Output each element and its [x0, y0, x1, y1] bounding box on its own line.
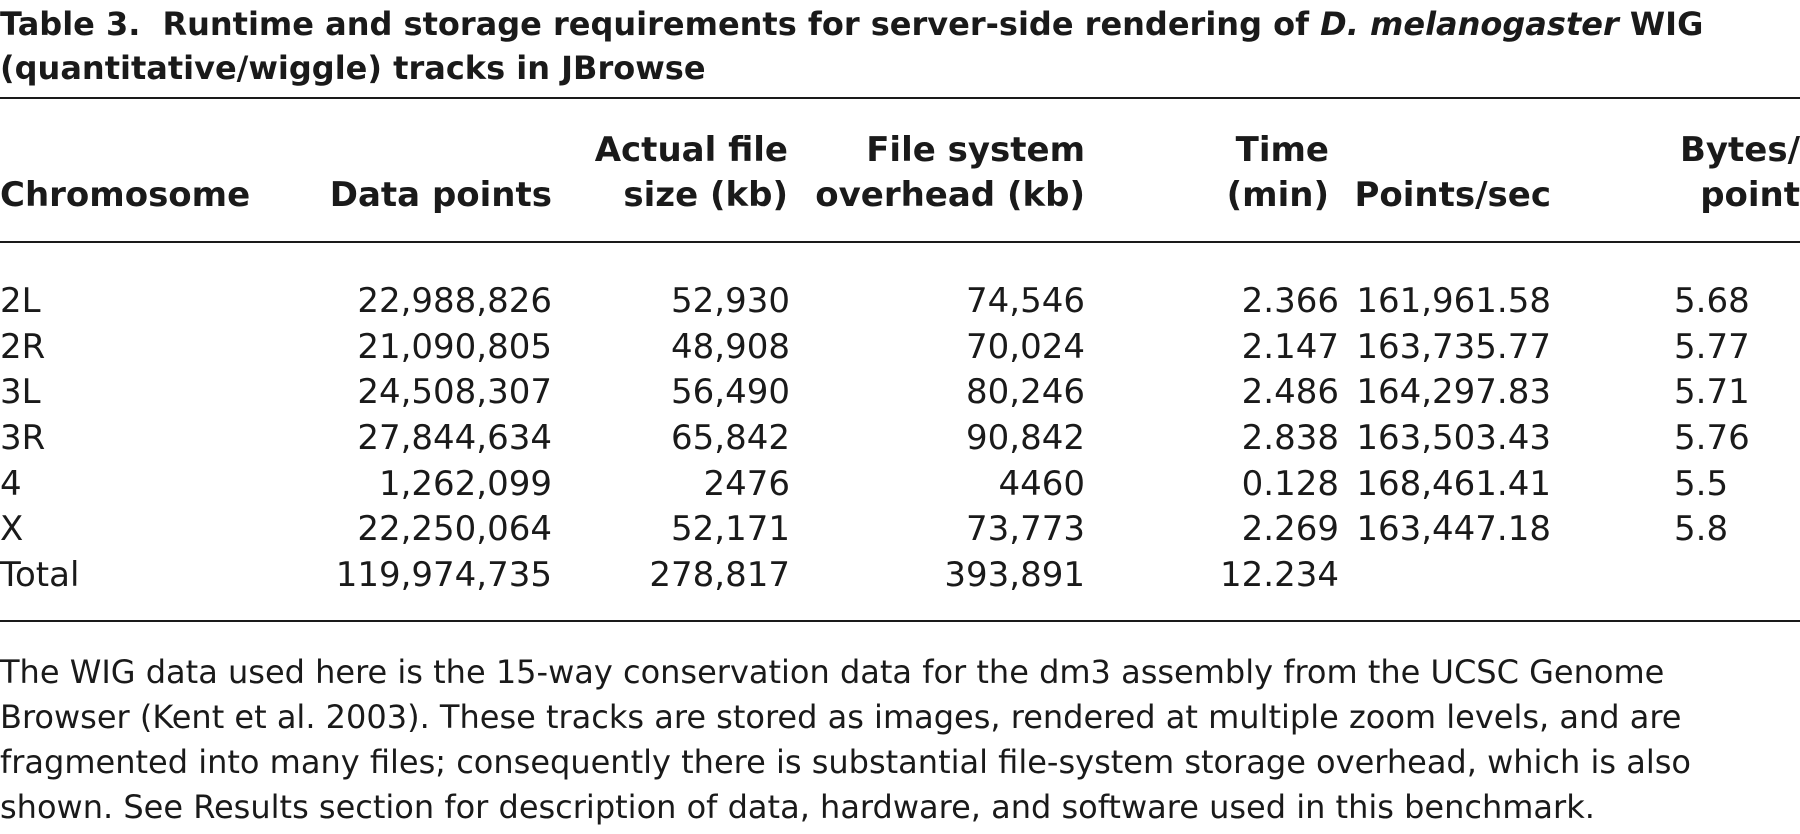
cell-bytes-point: 5.8: [1674, 509, 1729, 550]
cell-points-sec: 168,461.41: [1356, 463, 1551, 504]
cell-fs-overhead: 74,546: [966, 281, 1085, 322]
table-row: X 22,250,064 52,171 73,773 2.269 163,447.18 5.…: [0, 507, 1800, 553]
bottom-rule: [0, 620, 1800, 622]
cell-time: 2.486: [1241, 372, 1339, 413]
cell-fs-overhead: 393,891: [944, 554, 1085, 595]
cell-points-sec: 164,297.83: [1356, 372, 1551, 413]
cell-data-points: 22,988,826: [357, 281, 552, 322]
header-rule: [0, 241, 1800, 243]
table-header: Chromosome Data points Actual file size (…: [0, 128, 1800, 228]
cell-fs-overhead: 73,773: [966, 509, 1085, 550]
cell-actual-file-size: 2476: [703, 463, 790, 504]
cell-actual-file-size: 278,817: [649, 554, 790, 595]
cell-time: 2.147: [1241, 326, 1339, 367]
cell-time: 2.269: [1241, 509, 1339, 550]
cell-chromosome: 2R: [0, 326, 46, 367]
cell-data-points: 24,508,307: [357, 372, 552, 413]
header-data-points: Data points: [329, 175, 552, 215]
table-row: 3L 24,508,307 56,490 80,246 2.486 164,297.83 5…: [0, 370, 1800, 416]
cell-fs-overhead: 4460: [998, 463, 1085, 504]
table-row: 4 1,262,099 2476 4460 0.128 168,461.41 5.5: [0, 461, 1800, 507]
cell-time: 0.128: [1241, 463, 1339, 504]
table-row: 2L 22,988,826 52,930 74,546 2.366 161,961.58 5…: [0, 279, 1800, 325]
cell-fs-overhead: 70,024: [966, 326, 1085, 367]
cell-actual-file-size: 56,490: [671, 372, 790, 413]
cell-time: 12.234: [1220, 554, 1339, 595]
cell-points-sec: 163,503.43: [1356, 418, 1551, 459]
cell-fs-overhead: 80,246: [966, 372, 1085, 413]
header-fs-overhead: File system overhead (kb): [815, 130, 1085, 215]
cell-bytes-point: 5.68: [1674, 281, 1750, 322]
cell-chromosome: 3L: [0, 372, 41, 413]
caption-title-end: WIG (quantitative/wiggle) tracks in JBro…: [0, 5, 1704, 87]
table-footnote: The WIG data used here is the 15-way con…: [0, 653, 1691, 826]
cell-data-points: 27,844,634: [357, 418, 552, 459]
cell-data-points: 119,974,735: [335, 554, 552, 595]
cell-time: 2.366: [1241, 281, 1339, 322]
cell-bytes-point: 5.76: [1674, 418, 1750, 459]
cell-data-points: 1,262,099: [378, 463, 552, 504]
cell-time: 2.838: [1241, 418, 1339, 459]
header-points-sec: Points/sec: [1354, 175, 1552, 215]
caption-title-start: Runtime and storage requirements for ser…: [162, 5, 1321, 43]
body-table: 2L 22,988,826 52,930 74,546 2.366 161,961.58 5…: [0, 279, 1800, 598]
header-table: Chromosome Data points Actual file size (…: [0, 128, 1800, 218]
cell-points-sec: 163,447.18: [1356, 509, 1551, 550]
cell-chromosome: X: [0, 509, 24, 550]
cell-data-points: 22,250,064: [357, 509, 552, 550]
cell-points-sec: [1339, 553, 1589, 599]
cell-chromosome: 4: [0, 463, 22, 504]
header-time: Time (min): [1226, 130, 1329, 215]
cell-actual-file-size: 52,930: [671, 281, 790, 322]
cell-actual-file-size: 48,908: [671, 326, 790, 367]
table-label: Table 3.: [0, 5, 141, 43]
cell-points-sec: 163,735.77: [1356, 326, 1551, 367]
cell-fs-overhead: 90,842: [966, 418, 1085, 459]
caption-species: D. melanogaster: [1320, 5, 1619, 43]
cell-chromosome: Total: [0, 554, 80, 595]
header-bytes-point: Bytes/point: [1679, 130, 1800, 215]
table-row: 3R 27,844,634 65,842 90,842 2.838 163,503.43 5…: [0, 416, 1800, 462]
cell-actual-file-size: 52,171: [671, 509, 790, 550]
cell-points-sec: 161,961.58: [1356, 281, 1551, 322]
table-row: 2R 21,090,805 48,908 70,024 2.147 163,735.77 5…: [0, 325, 1800, 371]
cell-bytes-point: [1589, 553, 1800, 599]
header-actual-file-size: Actual file size (kb): [594, 130, 788, 215]
table-caption: Table 3. Runtime and storage requirements…: [0, 2, 1800, 90]
cell-bytes-point: 5.77: [1674, 326, 1750, 367]
header-row: Chromosome Data points Actual file size (…: [0, 128, 1800, 218]
top-rule: [0, 97, 1800, 99]
cell-bytes-point: 5.5: [1674, 463, 1729, 504]
cell-actual-file-size: 65,842: [671, 418, 790, 459]
cell-data-points: 21,090,805: [357, 326, 552, 367]
cell-chromosome: 2L: [0, 281, 41, 322]
cell-bytes-point: 5.71: [1674, 372, 1750, 413]
cell-chromosome: 3R: [0, 418, 46, 459]
table-row: Total 119,974,735 278,817 393,891 12.234: [0, 553, 1800, 599]
header-chromosome: Chromosome: [0, 175, 251, 215]
